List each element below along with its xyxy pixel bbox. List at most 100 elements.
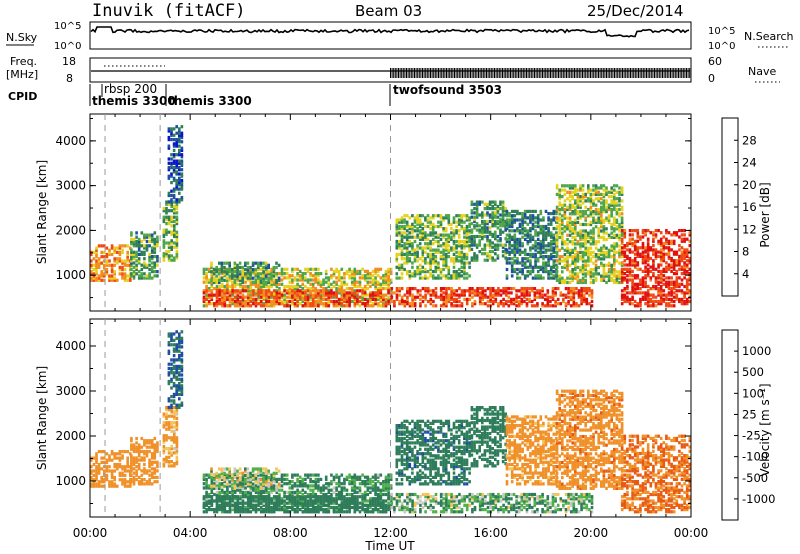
power-cell	[605, 255, 608, 259]
power-cell	[434, 293, 438, 297]
velocity-cell	[95, 469, 98, 473]
power-cell	[259, 278, 263, 282]
power-cell	[327, 276, 331, 280]
power-cell	[403, 246, 406, 250]
power-cell	[597, 233, 600, 237]
power-cell	[589, 268, 593, 272]
power-cell	[403, 231, 406, 235]
power-cell	[542, 216, 545, 220]
power-cell	[685, 297, 689, 301]
power-cell	[628, 302, 632, 306]
power-cell	[173, 232, 176, 236]
power-cell	[473, 202, 476, 206]
power-cell	[563, 265, 567, 270]
power-cell	[665, 293, 668, 297]
power-cell	[654, 304, 658, 308]
power-cell	[488, 241, 492, 245]
power-cell	[667, 293, 671, 297]
power-cell	[683, 299, 686, 304]
power-cell	[244, 261, 247, 265]
power-cell	[135, 263, 138, 267]
power-cell	[576, 188, 580, 192]
power-cell	[442, 304, 446, 308]
power-cell	[165, 202, 168, 206]
power-cell	[665, 237, 668, 241]
power-cell	[226, 295, 229, 299]
power-cell	[223, 272, 226, 276]
power-cell	[143, 252, 146, 256]
power-cell	[667, 282, 671, 286]
velocity-cell	[132, 443, 136, 447]
power-cell	[574, 274, 577, 278]
power-cell	[113, 263, 116, 267]
power-cell	[233, 284, 237, 289]
power-cell	[296, 282, 299, 286]
power-cell	[172, 133, 176, 137]
velocity-cell	[105, 469, 109, 473]
power-cell	[558, 259, 561, 263]
power-cell	[589, 214, 593, 218]
power-cell	[400, 302, 404, 306]
velocity-cell	[137, 458, 141, 462]
power-cell	[264, 265, 268, 270]
power-cell	[317, 274, 320, 278]
velocity-cell	[118, 471, 122, 475]
power-cell	[350, 287, 354, 291]
power-cell	[411, 235, 414, 239]
power-cell	[327, 278, 331, 282]
power-cell	[561, 222, 564, 227]
power-cell	[465, 216, 469, 220]
power-cell	[291, 291, 294, 295]
power-cell	[463, 291, 466, 295]
power-cell	[205, 287, 208, 291]
power-cell	[311, 282, 315, 286]
power-cell	[670, 289, 673, 293]
power-cell	[520, 291, 524, 295]
nsky-tick-bottom: 10^0	[54, 41, 81, 52]
power-cell	[340, 299, 344, 304]
power-cell	[426, 233, 430, 237]
power-cell	[348, 302, 351, 306]
power-cell	[170, 202, 173, 206]
power-cell	[473, 256, 476, 260]
power-cell	[457, 267, 461, 272]
power-cell	[246, 299, 250, 304]
power-cell	[202, 276, 206, 280]
power-cell	[353, 293, 357, 297]
power-cell	[486, 254, 489, 258]
power-cell	[582, 299, 586, 304]
power-cell	[452, 259, 456, 263]
power-cell	[153, 231, 157, 235]
power-cell	[610, 263, 613, 267]
power-cell	[584, 259, 587, 263]
power-cell	[600, 218, 603, 222]
power-cell	[507, 287, 511, 291]
power-cell	[304, 299, 307, 304]
power-cell	[568, 270, 572, 274]
power-cell	[418, 263, 422, 267]
power-cell	[220, 272, 224, 276]
power-cell	[615, 218, 619, 222]
power-cell	[521, 214, 524, 218]
power-cell	[465, 218, 469, 222]
power-cell	[210, 278, 213, 282]
power-cell	[426, 237, 430, 241]
power-cell	[536, 242, 540, 246]
power-cell	[646, 248, 650, 252]
power-cell	[628, 237, 632, 241]
power-cell	[398, 287, 401, 291]
power-cell	[512, 297, 516, 301]
power-cell	[437, 242, 440, 246]
power-cell	[330, 295, 333, 299]
power-cell	[405, 239, 409, 244]
power-cell	[584, 195, 587, 199]
power-cell	[478, 241, 481, 245]
power-cell	[484, 293, 487, 297]
power-cell	[118, 265, 122, 269]
power-cell	[600, 197, 603, 201]
power-cell	[465, 244, 469, 248]
power-cell	[374, 267, 377, 271]
power-cell	[254, 304, 258, 308]
velocity-cell	[108, 469, 111, 473]
power-cell	[659, 284, 663, 289]
